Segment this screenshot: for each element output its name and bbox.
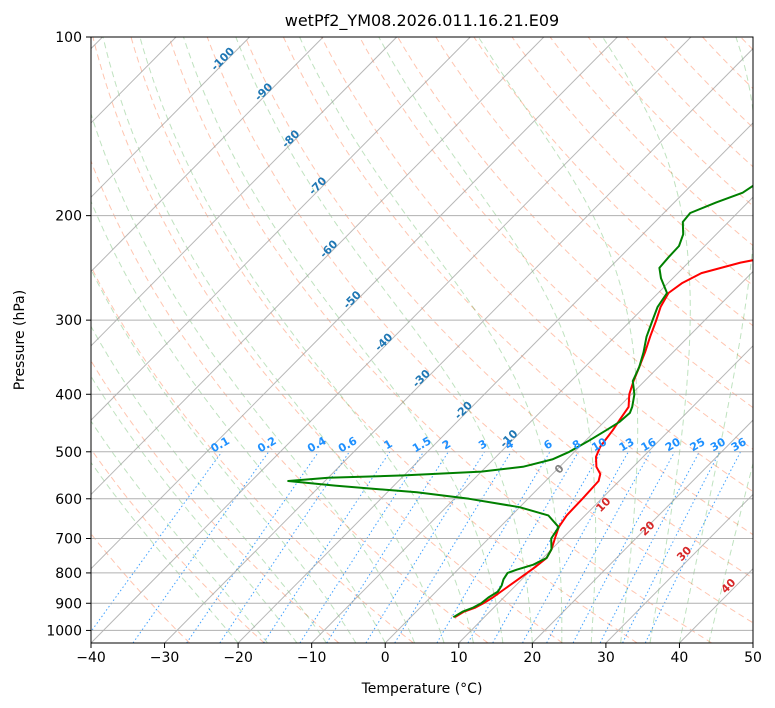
y-tick-label: 600 [55, 492, 82, 508]
x-tick-label: 30 [597, 650, 615, 666]
x-axis-label: Temperature (°C) [361, 681, 483, 697]
dry-adiabat [168, 37, 713, 643]
chart-title: wetPf2_YM08.2026.011.16.21.E09 [285, 11, 559, 31]
moist-adiabat [91, 375, 298, 643]
dry-adiabat [435, 37, 753, 367]
y-tick-label: 700 [55, 532, 82, 548]
isotherm-line [91, 37, 545, 496]
moist-adiabat [378, 37, 597, 643]
mixing-ratio-line [522, 451, 629, 643]
mixing-ratio-line [394, 451, 512, 643]
dry-adiabat [473, 37, 753, 327]
isotherm-line [91, 37, 250, 198]
dewpoint-line [287, 184, 753, 619]
mixing-ratio-line [263, 451, 391, 643]
moist-adiabat [139, 37, 474, 643]
isotherm-line [311, 196, 753, 643]
mixing-ratio-line [326, 451, 449, 643]
isotherm-line [605, 493, 753, 643]
isotherm-line [384, 270, 753, 643]
y-tick-label: 100 [55, 30, 82, 46]
moist-adiabat [91, 200, 386, 643]
mixing-ratio-line [219, 451, 350, 643]
moist-adiabat [708, 461, 753, 643]
y-tick-label: 1000 [46, 623, 82, 639]
series-layer [287, 184, 753, 619]
moist-adiabat [602, 37, 691, 643]
dry-adiabat [91, 359, 340, 643]
dry-adiabat [130, 37, 638, 643]
dry-adiabat [91, 265, 414, 643]
y-tick-label: 400 [55, 387, 82, 403]
isotherm-line [237, 122, 753, 643]
y-tick-label: 800 [55, 566, 82, 582]
x-tick-label: 10 [450, 650, 468, 666]
dry-adiabat [511, 37, 753, 287]
moist-adiabat [91, 325, 327, 643]
mixing-ratio-line [644, 451, 741, 643]
moist-adiabat [91, 268, 357, 643]
y-axis-label: Pressure (hPa) [12, 290, 28, 390]
isotherm-line [458, 345, 753, 643]
dry-adiabat [206, 37, 753, 624]
dry-adiabat [91, 448, 265, 643]
x-tick-label: 20 [523, 650, 541, 666]
dry-adiabat [321, 37, 753, 493]
dry-adiabat [244, 37, 753, 579]
y-tick-label: 300 [55, 313, 82, 329]
axes: −40 −30 −20 −10 0 10 20 30 40 50 1000 900 800 700 600 5… [46, 30, 762, 666]
moist-adiabat [102, 37, 445, 643]
mixing-ratio-line [546, 451, 651, 643]
y-tick-label: 200 [55, 209, 82, 225]
moist-adiabat [183, 37, 504, 643]
plot-background [91, 37, 753, 643]
moist-adiabat [91, 420, 268, 643]
dry-adiabat [92, 37, 563, 643]
isotherm-line [91, 37, 324, 273]
temperature-line [454, 259, 753, 619]
isotherm-line [531, 419, 753, 643]
plot-frame [90, 36, 754, 644]
x-tick-label: 50 [744, 650, 762, 666]
x-tick-label: −40 [76, 650, 106, 666]
isotherm-line [164, 47, 753, 643]
x-tick-label: −30 [150, 650, 180, 666]
moist-adiabat [235, 37, 533, 643]
isotherm-line [91, 37, 692, 643]
x-tick-label: 40 [671, 650, 689, 666]
moist-adiabat [91, 461, 239, 643]
dry-adiabat [282, 37, 753, 536]
x-tick-label: 0 [381, 650, 390, 666]
x-tick-label: −10 [297, 650, 327, 666]
plot-area [91, 37, 753, 643]
mixing-ratio-line [186, 451, 320, 643]
mixing-ratio-line [299, 451, 425, 643]
pressure-grid [91, 37, 753, 643]
moist-adiabat [678, 37, 753, 643]
isotherm-line [91, 37, 471, 421]
x-tick-label: −20 [223, 650, 253, 666]
mixing-ratio-line [572, 451, 676, 643]
moist-adiabat [477, 37, 639, 643]
mixing-ratio-line [91, 451, 223, 633]
isotherm-line [91, 37, 398, 347]
y-tick-label: 900 [55, 596, 82, 612]
background-lines [91, 37, 753, 643]
isotherm-line [91, 37, 618, 570]
y-tick-label: 500 [55, 445, 82, 461]
moist-adiabat [299, 37, 563, 643]
isotherm-line [752, 642, 753, 643]
